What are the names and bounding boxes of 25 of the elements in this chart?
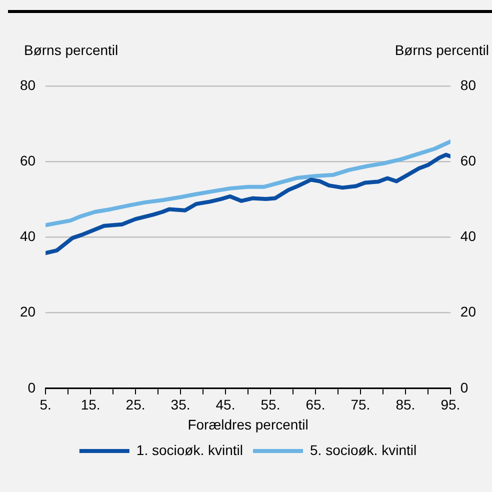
y2-tick-label: 80 xyxy=(460,76,476,93)
y2-tick-label: 20 xyxy=(460,304,476,320)
y-tick-label: 60 xyxy=(20,152,36,168)
x-tick-label: 5. xyxy=(40,396,52,413)
x-tick-label: 55. xyxy=(260,396,280,413)
x-tick-label: 45. xyxy=(216,396,236,413)
y2-axis-title: Børns percentil xyxy=(394,42,489,58)
y-tick-label: 0 xyxy=(28,379,36,396)
legend-label: 1. socioøk. kvintil xyxy=(136,442,244,458)
x-tick-label: 65. xyxy=(306,396,326,413)
y-tick-label: 20 xyxy=(20,304,36,320)
x-tick-label: 25. xyxy=(126,396,146,413)
y2-tick-label: 60 xyxy=(460,152,476,168)
x-axis-title: Forældres percentil xyxy=(188,416,308,432)
x-tick-label: 35. xyxy=(170,396,190,413)
x-tick-label: 85. xyxy=(396,396,416,413)
y-tick-label: 80 xyxy=(20,76,36,93)
y-axis-title: Børns percentil xyxy=(24,42,118,58)
x-tick-label: 75. xyxy=(350,396,370,413)
y2-tick-label: 0 xyxy=(460,379,468,396)
legend-label: 5. socioøk. kvintil xyxy=(310,442,417,458)
y2-tick-label: 40 xyxy=(460,228,476,244)
x-tick-label: 95. xyxy=(440,396,460,413)
x-tick-label: 15. xyxy=(80,396,100,413)
y-tick-label: 40 xyxy=(20,228,36,244)
